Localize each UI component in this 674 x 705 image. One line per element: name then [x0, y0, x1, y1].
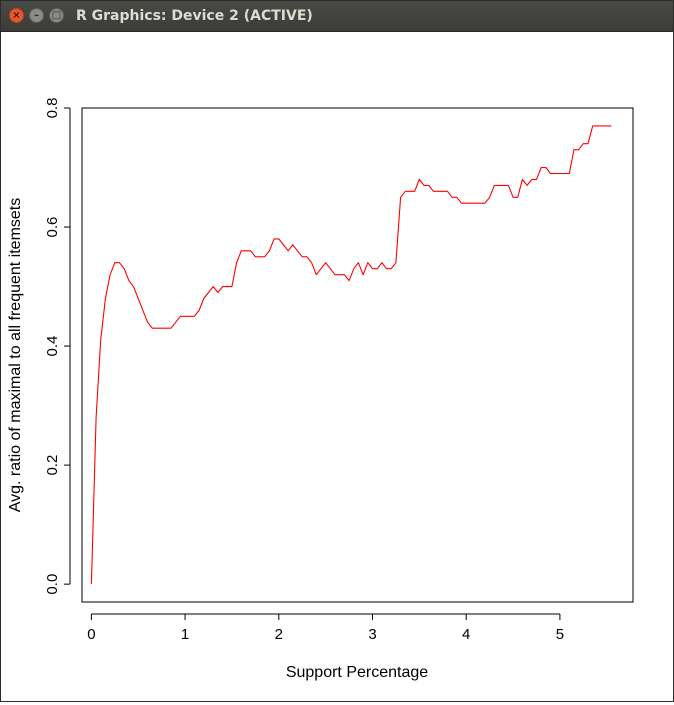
maximize-icon: □ [51, 9, 62, 21]
plot-box [81, 107, 634, 603]
minimize-icon: – [34, 9, 39, 21]
x-tick-label: 0 [87, 626, 95, 643]
x-tick-label: 1 [181, 626, 189, 643]
title-bar[interactable]: × – □ R Graphics: Device 2 (ACTIVE) [1, 1, 673, 32]
y-axis: 0.0 0.2 0.4 0.6 0.8 [44, 98, 71, 595]
minimize-window-button[interactable]: – [29, 8, 44, 23]
plot-area: 0 1 2 3 4 5 0.0 0.2 0.4 0.6 0.8 Support Percentag… [1, 32, 673, 701]
window-title: R Graphics: Device 2 (ACTIVE) [76, 8, 313, 24]
x-tick-label: 2 [275, 626, 283, 643]
y-axis-label: Avg. ratio of maximal to all frequent it… [7, 198, 24, 513]
x-axis: 0 1 2 3 4 5 [87, 613, 564, 643]
x-tick-label: 5 [556, 626, 564, 643]
x-tick-label: 4 [462, 626, 470, 643]
close-icon: × [12, 9, 21, 21]
y-tick-label: 0.6 [44, 217, 61, 238]
close-window-button[interactable]: × [9, 8, 24, 23]
y-tick-label: 0.0 [44, 574, 61, 595]
maximize-window-button[interactable]: □ [49, 8, 64, 23]
y-tick-label: 0.8 [44, 98, 61, 119]
line-chart: 0 1 2 3 4 5 0.0 0.2 0.4 0.6 0.8 Support Percentag… [7, 98, 634, 681]
y-tick-label: 0.4 [44, 336, 61, 357]
series-line [90, 125, 612, 585]
x-tick-label: 3 [368, 626, 376, 643]
y-tick-label: 0.2 [44, 455, 61, 476]
x-axis-label: Support Percentage [286, 664, 428, 681]
